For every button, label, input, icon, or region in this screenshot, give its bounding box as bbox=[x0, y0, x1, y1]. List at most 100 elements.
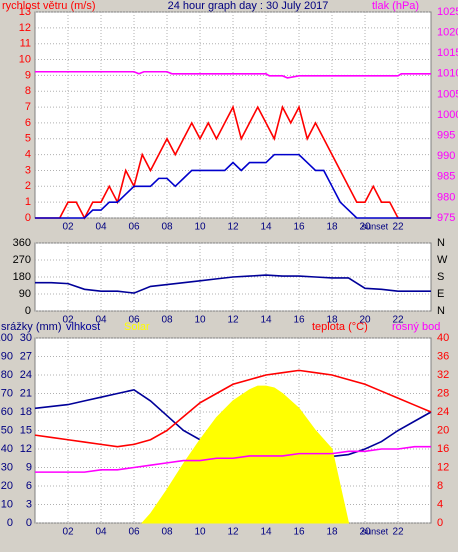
x-tick-label: 20 bbox=[359, 315, 371, 326]
y-tick-label: 0 bbox=[25, 212, 31, 224]
legend-label: vlhkost bbox=[66, 321, 100, 333]
y2-axis-label: tlak (hPa) bbox=[372, 0, 419, 12]
x-tick-label: 14 bbox=[260, 315, 272, 326]
y2-tick-label: 985 bbox=[437, 171, 455, 183]
legend-label: Solar bbox=[124, 321, 150, 333]
x-tick-label: 04 bbox=[95, 527, 107, 538]
y2-tick-label: E bbox=[437, 288, 444, 300]
y-tick-label: 30 bbox=[20, 332, 32, 344]
legend-label: rosný bod bbox=[392, 321, 440, 333]
x-tick-label: 02 bbox=[62, 315, 74, 326]
y-tick-label: 10 bbox=[19, 53, 31, 65]
x-tick-label: 06 bbox=[128, 527, 140, 538]
x-tick-label: 08 bbox=[161, 315, 173, 326]
y-tick-label: 20 bbox=[1, 480, 13, 492]
y-axis-label: rychlost větru (m/s) bbox=[2, 0, 96, 12]
y2-tick-label: 990 bbox=[437, 150, 455, 162]
y-tick-label: 1 bbox=[25, 196, 31, 208]
x-tick-label: 08 bbox=[161, 222, 173, 233]
line bbox=[35, 70, 431, 79]
y-tick-label: 80 bbox=[1, 369, 13, 381]
y2-tick-label: 28 bbox=[437, 387, 449, 399]
y2-tick-label: N bbox=[437, 305, 445, 317]
x-tick-label: 14 bbox=[260, 222, 272, 233]
x-tick-label: 10 bbox=[194, 222, 206, 233]
x-tick-label: 20 bbox=[359, 527, 371, 538]
x-tick-label: 04 bbox=[95, 222, 107, 233]
x-tick-label: 02 bbox=[62, 222, 74, 233]
y-tick-label: 70 bbox=[1, 387, 13, 399]
y-tick-label: 0 bbox=[25, 305, 31, 317]
y2-tick-label: 40 bbox=[437, 332, 449, 344]
y2-tick-label: 12 bbox=[437, 461, 449, 473]
x-tick-label: 08 bbox=[161, 527, 173, 538]
y-tick-label: 2 bbox=[25, 180, 31, 192]
y-tick-label: 3 bbox=[25, 164, 31, 176]
y-tick-label: 10 bbox=[1, 498, 13, 510]
y-tick-label: 9 bbox=[25, 69, 31, 81]
y-tick-label: 24 bbox=[20, 369, 32, 381]
y2-tick-label: 1005 bbox=[437, 88, 458, 100]
x-tick-label: 22 bbox=[392, 315, 404, 326]
y2-tick-label: 16 bbox=[437, 443, 449, 455]
y-tick-label: 12 bbox=[19, 22, 31, 34]
y-tick-label: 9 bbox=[26, 461, 32, 473]
y-tick-label: 360 bbox=[13, 237, 31, 249]
x-tick-label: 22 bbox=[392, 527, 404, 538]
x-tick-label: 02 bbox=[62, 527, 74, 538]
y-tick-label: 5 bbox=[25, 133, 31, 145]
x-tick-label: 12 bbox=[227, 527, 239, 538]
x-tick-label: 12 bbox=[227, 315, 239, 326]
line bbox=[35, 445, 431, 473]
y-tick-label: 100 bbox=[0, 332, 13, 344]
y-tick-label: 50 bbox=[1, 424, 13, 436]
y2-tick-label: 0 bbox=[437, 517, 443, 529]
x-tick-label: 20 bbox=[359, 222, 371, 233]
line bbox=[35, 104, 431, 220]
y-tick-label: 0 bbox=[26, 517, 32, 529]
y-tick-label: 90 bbox=[1, 350, 13, 362]
area bbox=[141, 385, 350, 524]
x-tick-label: 16 bbox=[293, 527, 305, 538]
legend-label: teplota (°C) bbox=[312, 321, 368, 333]
line bbox=[34, 369, 432, 448]
y-tick-label: 60 bbox=[1, 406, 13, 418]
x-tick-label: 14 bbox=[260, 527, 272, 538]
y2-tick-label: 1010 bbox=[437, 68, 458, 80]
y2-tick-label: 1025 bbox=[437, 6, 458, 18]
x-tick-label: 18 bbox=[326, 527, 338, 538]
x-tick-label: 16 bbox=[293, 315, 305, 326]
y2-tick-label: 24 bbox=[437, 406, 449, 418]
y-tick-label: 13 bbox=[19, 6, 31, 18]
annotation: sunset bbox=[362, 221, 389, 231]
x-tick-label: 18 bbox=[326, 222, 338, 233]
y2-tick-label: 1000 bbox=[437, 109, 458, 121]
x-tick-label: 06 bbox=[128, 222, 140, 233]
y2-tick-label: 36 bbox=[437, 350, 449, 362]
x-tick-label: 04 bbox=[95, 315, 107, 326]
y-tick-label: 27 bbox=[20, 350, 32, 362]
x-tick-label: 18 bbox=[326, 315, 338, 326]
line bbox=[35, 274, 431, 294]
y-tick-label: 11 bbox=[20, 38, 31, 50]
y-tick-label: 15 bbox=[20, 424, 32, 436]
y2-tick-label: S bbox=[437, 271, 444, 283]
x-tick-label: 22 bbox=[392, 222, 404, 233]
y2-tick-label: 8 bbox=[437, 480, 443, 492]
y-tick-label: 21 bbox=[20, 387, 32, 399]
y-tick-label: 8 bbox=[25, 85, 31, 97]
y-tick-label: 6 bbox=[26, 480, 32, 492]
y-tick-label: 30 bbox=[1, 461, 13, 473]
y2-tick-label: 995 bbox=[437, 130, 455, 142]
y2-tick-label: 20 bbox=[437, 424, 449, 436]
y2-tick-label: 980 bbox=[437, 191, 455, 203]
y-tick-label: 0 bbox=[7, 517, 13, 529]
y-axis-label: srážky (mm) bbox=[1, 321, 62, 333]
y2-tick-label: W bbox=[437, 254, 448, 266]
line bbox=[35, 153, 431, 219]
y-tick-label: 7 bbox=[25, 101, 31, 113]
y-tick-label: 18 bbox=[20, 406, 32, 418]
y2-tick-label: 1015 bbox=[437, 47, 458, 59]
